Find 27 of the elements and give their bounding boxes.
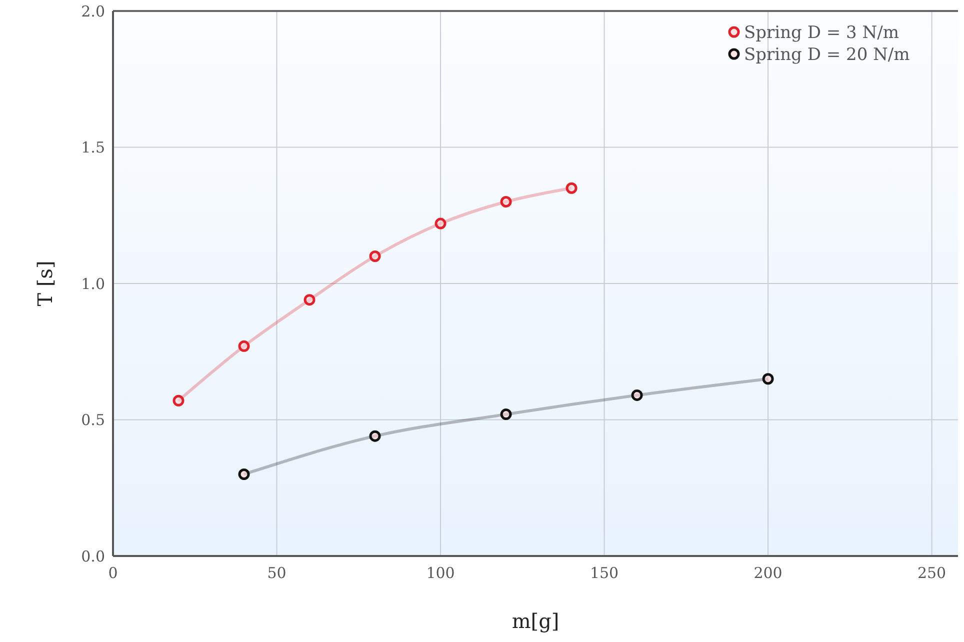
point (369, 250, 381, 262)
x-tick-label: 100 (426, 564, 455, 582)
legend-label: Spring D = 3 N/m (744, 22, 899, 43)
y-tick-label: 1.5 (81, 138, 105, 156)
legend-label: Spring D = 20 N/m (744, 44, 910, 65)
point (238, 468, 250, 480)
x-tick-label: 50 (267, 564, 286, 582)
point (566, 182, 578, 194)
point (369, 430, 381, 442)
y-tick-label: 0.5 (81, 411, 105, 429)
y-axis-title: T [s] (33, 260, 57, 306)
point (304, 294, 316, 306)
y-tick-label: 1.0 (81, 274, 105, 293)
point (631, 389, 643, 401)
y-tick-label: 2.0 (81, 2, 105, 20)
point (434, 218, 446, 230)
point (762, 373, 774, 385)
point (500, 196, 512, 208)
x-tick-label: 150 (590, 564, 619, 582)
point (172, 394, 184, 406)
x-axis-title: m[g] (512, 609, 560, 633)
point (500, 408, 512, 420)
x-tick-label: 0 (108, 564, 118, 582)
y-tick-label: 0.0 (81, 547, 105, 566)
x-tick-label: 200 (754, 564, 782, 582)
point (238, 340, 250, 352)
x-tick-label: 250 (917, 564, 946, 582)
